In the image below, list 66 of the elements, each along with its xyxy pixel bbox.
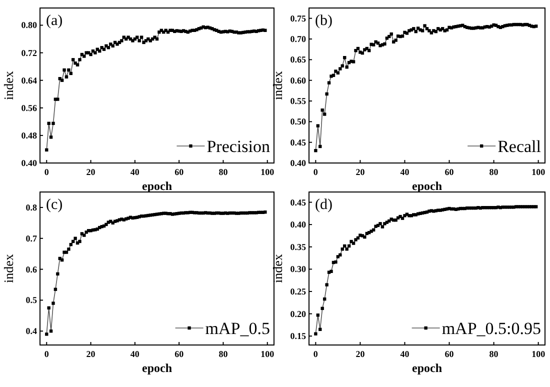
y-tick-label: 0.80 (21, 20, 38, 30)
x-tick-label: 60 (174, 349, 184, 359)
x-tick-label: 60 (444, 167, 454, 177)
legend-label: mAP_0.5:0.95 (442, 319, 541, 338)
x-tick-label: 0 (44, 349, 50, 359)
x-tick-label: 0 (44, 167, 50, 177)
y-tick-label: 0.50 (290, 116, 306, 127)
annotation: (a) (46, 13, 63, 29)
legend-label: Precision (206, 137, 270, 156)
y-tick-label: 0.20 (290, 308, 306, 319)
y-tick-label: 0.30 (290, 264, 306, 274)
y-tick-label: 0.15 (290, 331, 306, 342)
y-tick-label: 0.5 (26, 295, 38, 306)
y-tick-label: 0.40 (290, 220, 306, 230)
x-tick-label: 20 (356, 167, 366, 177)
y-axis-title: index (270, 70, 285, 100)
x-tick-label: 100 (260, 167, 275, 177)
y-tick-label: 0.55 (290, 96, 306, 106)
y-tick-label: 0.48 (21, 130, 38, 140)
y-axis-title: index (270, 254, 285, 283)
x-tick-label: 100 (532, 349, 546, 359)
x-tick-label: 80 (489, 167, 499, 177)
x-axis-title: epoch (412, 361, 442, 375)
y-tick-label: 0.4 (26, 326, 38, 336)
y-tick-label: 0.45 (290, 197, 306, 208)
legend-label: mAP_0.5 (205, 319, 270, 338)
y-axis-title: index (1, 70, 16, 100)
x-tick-label: 20 (356, 349, 366, 359)
y-tick-label: 0.72 (21, 48, 38, 58)
x-tick-label: 0 (313, 349, 318, 359)
y-tick-label: 0.40 (21, 158, 38, 168)
y-tick-label: 0.8 (26, 202, 38, 212)
x-axis-title: epoch (142, 361, 172, 375)
x-tick-label: 0 (313, 167, 318, 177)
x-tick-label: 20 (86, 349, 96, 359)
y-tick-label: 0.70 (290, 34, 306, 44)
legend-label: Recall (498, 137, 542, 156)
x-tick-label: 60 (174, 167, 184, 177)
y-axis-title: index (1, 254, 16, 283)
y-tick-label: 0.40 (290, 158, 306, 168)
y-tick-label: 0.6 (26, 264, 38, 274)
y-tick-label: 0.64 (21, 75, 38, 86)
y-tick-label: 0.45 (290, 137, 306, 148)
x-tick-label: 100 (260, 349, 275, 359)
annotation: (d) (315, 197, 332, 213)
y-tick-label: 0.65 (290, 54, 306, 65)
y-tick-label: 0.75 (290, 13, 306, 24)
x-axis-title: epoch (412, 179, 442, 193)
x-axis-title: epoch (142, 179, 172, 193)
y-tick-label: 0.60 (290, 75, 306, 86)
x-tick-label: 100 (532, 167, 546, 177)
y-tick-label: 0.25 (290, 286, 306, 296)
y-tick-label: 0.35 (290, 242, 306, 252)
x-tick-label: 40 (400, 349, 410, 359)
x-tick-label: 60 (444, 349, 454, 359)
x-tick-label: 20 (86, 167, 96, 177)
y-tick-label: 0.56 (21, 102, 38, 113)
annotation: (b) (315, 13, 332, 29)
x-tick-label: 80 (489, 349, 499, 359)
x-tick-label: 80 (218, 167, 228, 177)
x-tick-label: 40 (130, 167, 140, 177)
x-tick-label: 40 (400, 167, 410, 177)
x-tick-label: 40 (130, 349, 140, 359)
annotation: (c) (46, 197, 63, 213)
x-tick-label: 80 (218, 349, 228, 359)
y-tick-label: 0.7 (26, 233, 38, 244)
